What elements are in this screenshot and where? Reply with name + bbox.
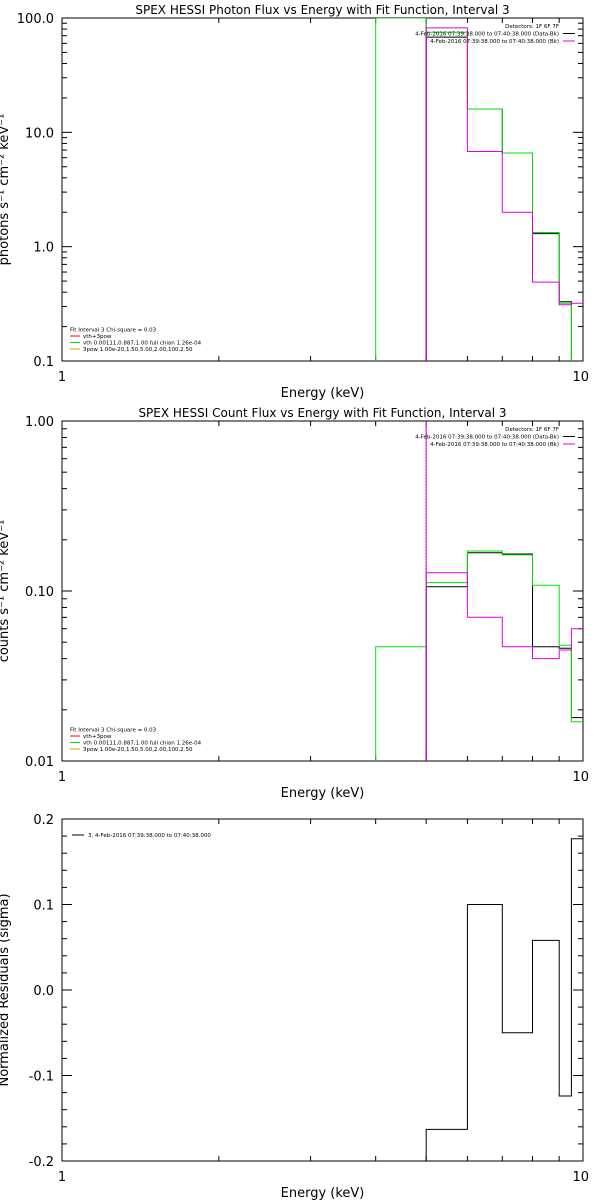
y-axis-label: photons s⁻¹ cm⁻² keV⁻¹ [0,114,12,266]
x-axis-label: Energy (keV) [281,1186,365,1200]
series-line [425,572,583,761]
data-area [375,18,583,361]
chart-panel-count: 1 10 0.01 0.10 1.00 SPEX HESSI Count Flux vs … [0,406,589,801]
y-tick-label: 10.0 [25,126,54,141]
y-axis-label: counts s⁻¹ cm⁻² keV⁻¹ [0,520,12,663]
chart-title: SPEX HESSI Photon Flux vs Energy with Fi… [135,3,509,17]
x-tick-label: 1 [58,770,66,785]
legend-entry: Detectors: 1F 6F 7F [505,427,559,433]
y-tick-label: 0.01 [25,755,54,770]
y-tick-label: 0.1 [33,899,54,914]
x-tick-label: 1 [58,1170,66,1185]
legend-entry: vth+3pow [83,334,112,340]
series-line [375,18,572,361]
y-tick-label: -0.2 [29,1155,54,1170]
legend-entry: 4-Feb-2016 07:39:38.000 to 07:40:38.000 … [430,442,559,448]
plot-frame [61,420,584,762]
legend-entry: 3. 4-Feb-2016 07:39:38.000 to 07:40:38.0… [88,833,211,839]
x-tick-label: 10 [572,770,589,785]
chart-title: SPEX HESSI Count Flux vs Energy with Fit… [138,406,506,420]
legend-entry: 4-Feb-2016 07:39:38.000 to 07:40:38.000 … [415,32,559,38]
data-area [425,838,583,1161]
y-tick-label: -0.1 [29,1070,54,1085]
x-tick-label: 10 [572,1170,589,1185]
chart-panel-resid: 1 10 -0.2 -0.1 0.0 0.1 0.2 Energy (keV) Normaliz… [0,813,589,1200]
legend-entry: 3pow 1.00e-20,1.50,5.00,2.00,100,2.50 [83,347,193,353]
legend-entry: vth 0.00111,0.887,1.00 full chian 1.26e-… [83,341,202,347]
plot-frame [61,17,584,362]
x-tick-label: 10 [572,370,589,385]
y-tick-label: 100.0 [17,12,54,27]
legend-entry: Fit Interval 3 Chi-square = 0.03 [70,328,157,334]
x-tick-label: 1 [58,370,66,385]
y-axis-label: Normalized Residuals (sigma) [0,893,12,1086]
series-line [425,36,583,361]
series-line [425,27,583,361]
series-line [375,550,583,761]
y-tick-label: 0.0 [33,984,54,999]
legend-entry: vth+3pow [83,734,112,740]
plot-frame [61,818,584,1162]
legend-entry: 4-Feb-2016 07:39:38.000 to 07:40:38.000 … [415,435,559,441]
legend-entry: 3pow 1.00e-20,1.50,5.00,2.00,100,2.50 [83,747,193,753]
x-axis-label: Energy (keV) [281,386,365,401]
y-tick-label: 0.1 [33,355,54,370]
series-line [425,838,583,1161]
y-tick-label: 0.10 [25,585,54,600]
legend-entry: vth 0.00111,0.887,1.00 full chian 1.26e-… [83,741,202,747]
y-tick-label: 1.0 [33,241,54,256]
legend-entry: 4-Feb-2016 07:39:38.000 to 07:40:38.000 … [430,39,559,45]
legend-entry: Fit Interval 3 Chi-square = 0.03 [70,728,157,734]
y-tick-label: 0.2 [33,813,54,828]
data-area [375,421,583,761]
x-axis-label: Energy (keV) [281,786,365,801]
legend-entry: Detectors: 1F 6F 7F [505,24,559,30]
chart-panel-photon: 1 10 0.1 1.0 10.0 100.0 SPEX HESSI Photon Flux… [0,3,589,401]
y-tick-label: 1.00 [25,415,54,430]
